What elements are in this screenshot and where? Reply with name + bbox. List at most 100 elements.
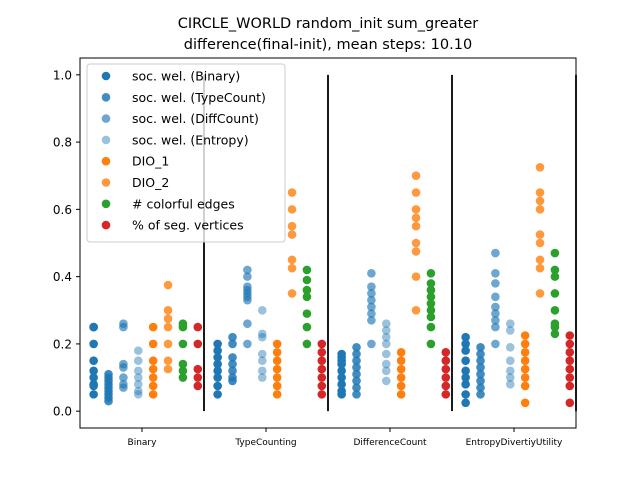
data-point — [163, 280, 173, 290]
data-point — [287, 289, 297, 298]
y-tick-label: 0.0 — [53, 405, 72, 419]
data-point — [213, 381, 222, 391]
data-point — [491, 302, 500, 312]
data-point — [163, 314, 173, 323]
data-point — [148, 322, 158, 332]
data-point — [411, 247, 421, 256]
data-point — [396, 373, 406, 382]
data-point — [426, 305, 436, 315]
data-point — [476, 383, 485, 392]
legend-marker — [101, 199, 111, 209]
data-point — [367, 316, 376, 325]
data-point — [302, 322, 312, 332]
data-point — [565, 364, 575, 374]
data-point — [352, 369, 361, 379]
data-point — [520, 398, 530, 408]
data-point — [426, 339, 436, 349]
data-point — [119, 363, 128, 372]
data-point — [426, 322, 436, 332]
data-point — [565, 331, 575, 340]
data-point — [148, 390, 158, 399]
data-point — [148, 364, 158, 374]
data-point — [476, 363, 485, 372]
data-point — [426, 299, 436, 308]
x-tick-label: Binary — [128, 438, 158, 448]
data-point — [476, 369, 485, 379]
legend-marker — [101, 178, 111, 187]
data-point — [272, 348, 282, 357]
data-point — [535, 289, 545, 298]
data-point — [163, 305, 173, 315]
series-6 — [178, 248, 560, 382]
series-7 — [193, 322, 575, 408]
legend-label: soc. wel. (Entropy) — [132, 132, 249, 147]
data-point — [461, 366, 470, 376]
data-point — [257, 373, 267, 382]
data-point — [287, 230, 297, 239]
data-point — [89, 390, 98, 399]
data-point — [476, 356, 485, 366]
data-point — [89, 366, 98, 376]
data-point — [535, 230, 545, 239]
data-point — [257, 356, 267, 366]
data-point — [565, 398, 575, 408]
data-point — [491, 339, 500, 349]
data-point — [476, 390, 485, 399]
data-point — [550, 322, 560, 332]
data-point — [505, 319, 515, 329]
data-point — [426, 285, 436, 295]
data-point — [257, 305, 267, 315]
data-point — [287, 205, 297, 214]
data-point — [302, 339, 312, 349]
data-point — [367, 339, 376, 349]
data-point — [193, 364, 203, 374]
data-point — [302, 275, 312, 285]
data-point — [243, 272, 252, 281]
data-point — [550, 265, 560, 275]
data-point — [367, 289, 376, 298]
data-point — [411, 238, 421, 248]
data-point — [505, 356, 515, 366]
data-point — [213, 373, 222, 382]
data-point — [491, 248, 500, 258]
data-point — [133, 379, 143, 389]
data-point — [257, 366, 267, 376]
data-point — [337, 366, 346, 376]
data-point — [133, 346, 143, 355]
legend-marker — [101, 135, 111, 145]
legend-label: % of seg. vertices — [132, 218, 244, 233]
data-point — [491, 268, 500, 278]
data-point — [163, 322, 173, 332]
legend-marker — [101, 220, 111, 230]
data-point — [133, 366, 143, 376]
data-point — [89, 339, 98, 349]
legend-label: soc. wel. (Binary) — [132, 69, 240, 84]
data-points — [89, 163, 575, 408]
data-point — [352, 349, 361, 359]
data-point — [491, 292, 500, 302]
data-point — [352, 390, 361, 399]
data-point — [243, 319, 252, 329]
series-3 — [133, 305, 515, 399]
data-point — [317, 373, 327, 382]
axes: 0.0 0.2 0.4 0.6 0.8 1.0 Binary TypeCounting Diff… — [53, 57, 577, 448]
data-point — [535, 188, 545, 197]
data-point — [228, 366, 237, 376]
x-tick-label: TypeCounting — [234, 438, 296, 448]
data-point — [89, 322, 98, 332]
data-point — [505, 373, 515, 382]
data-point — [178, 366, 188, 376]
data-point — [411, 171, 421, 181]
data-point — [550, 248, 560, 258]
legend-box — [86, 63, 286, 243]
data-point — [381, 319, 391, 329]
data-point — [520, 381, 530, 391]
data-point — [193, 339, 203, 349]
data-point — [565, 381, 575, 391]
data-point — [337, 373, 346, 382]
legend-marker — [101, 93, 111, 102]
legend-marker — [101, 71, 111, 81]
data-point — [535, 255, 545, 265]
data-point — [491, 322, 500, 332]
data-point — [520, 364, 530, 374]
